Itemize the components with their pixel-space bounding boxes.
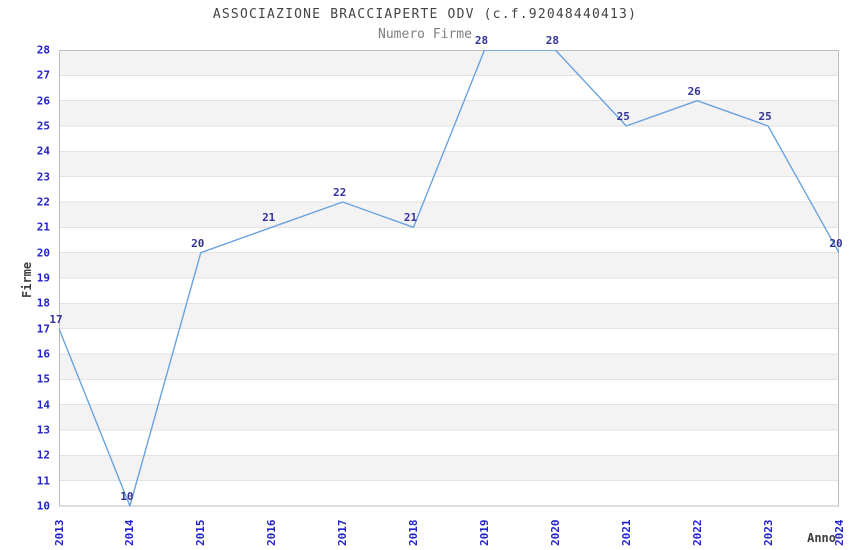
data-label: 17 [49, 312, 63, 326]
data-label: 21 [262, 211, 276, 225]
grid-band [59, 100, 839, 126]
data-label: 22 [332, 186, 347, 199]
data-label: 20 [191, 236, 205, 250]
y-tick-label: 22 [36, 195, 50, 209]
grid-band [59, 151, 839, 177]
chart-title: ASSOCIAZIONE BRACCIAPERTE ODV (c.f.92048… [212, 7, 638, 22]
chart-subtitle: Numero Firme [378, 27, 472, 42]
y-tick-label: 14 [36, 398, 50, 412]
plot-border [59, 50, 839, 507]
x-tick-label: 2021 [619, 519, 633, 547]
x-tick-label: 2020 [548, 519, 562, 547]
data-label: 21 [403, 211, 418, 225]
data-label: 26 [687, 84, 701, 98]
x-tick-label: 2018 [407, 519, 420, 547]
y-tick-label: 13 [36, 423, 50, 437]
x-tick-label: 2016 [265, 519, 279, 547]
y-tick-label: 28 [36, 43, 50, 57]
y-tick-label: 23 [36, 170, 50, 184]
grid-band [59, 252, 839, 278]
x-tick-label: 2017 [336, 519, 350, 547]
data-label: 25 [616, 110, 630, 123]
y-tick-label: 10 [36, 499, 50, 513]
y-tick-label: 24 [36, 144, 50, 158]
grid-band [59, 455, 839, 481]
y-tick-label: 27 [36, 68, 50, 82]
grid-band [59, 202, 839, 228]
x-tick-label: 2022 [690, 519, 704, 547]
y-tick-label: 18 [36, 296, 50, 310]
y-tick-label: 19 [36, 271, 50, 285]
series-line [59, 50, 839, 507]
x-axis-title: Anno [807, 531, 836, 545]
y-tick-label: 12 [36, 448, 50, 462]
x-tick-label: 2023 [761, 519, 775, 547]
y-tick-label: 26 [36, 94, 50, 108]
y-tick-label: 17 [36, 322, 50, 336]
grid-band [59, 303, 839, 329]
y-tick-label: 11 [36, 474, 50, 488]
data-label: 28 [545, 34, 560, 47]
y-tick-label: 15 [36, 372, 50, 386]
y-tick-label: 20 [36, 246, 50, 260]
x-tick-label: 2015 [194, 519, 208, 547]
data-label: 28 [474, 34, 489, 47]
y-tick-label: 16 [36, 347, 50, 361]
plot-area [59, 50, 839, 507]
grid-band [59, 354, 839, 380]
y-tick-label: 25 [36, 119, 50, 133]
x-tick-label: 2013 [52, 519, 66, 547]
grid-band [59, 404, 839, 430]
data-label: 20 [829, 236, 843, 250]
grid-band [59, 50, 839, 76]
x-tick-label: 2014 [123, 519, 137, 547]
x-tick-label: 2019 [478, 519, 491, 547]
y-tick-label: 21 [36, 220, 50, 234]
data-label: 10 [120, 490, 134, 503]
data-label: 25 [758, 110, 772, 123]
x-tick-label: 2024 [832, 519, 846, 547]
